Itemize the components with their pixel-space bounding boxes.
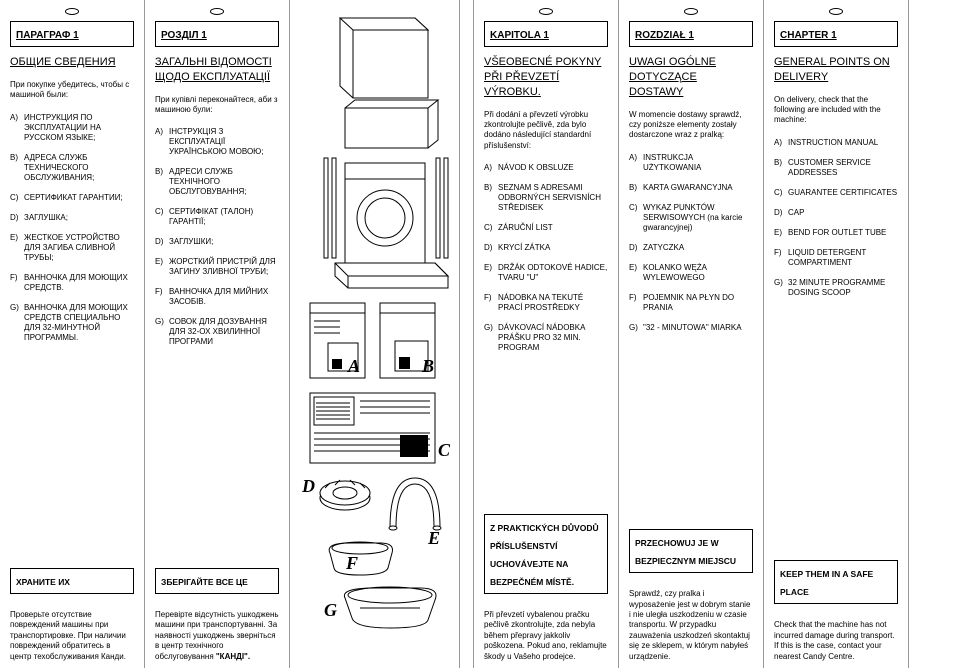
list-item: E)ЖЕСТКОЕ УСТРОЙСТВО ДЛЯ ЗАГИБА СЛИВНОЙ … [10,233,134,263]
section-heading: ОБЩИЕ СВЕДЕНИЯ [10,55,134,70]
intro-text: On delivery, check that the following ar… [774,95,898,126]
list-item: A)ИНСТРУКЦИЯ ПО ЭКСПЛУАТАЦИИ НА РУССКОМ … [10,113,134,143]
list-item: D)ЗАГЛУШКА; [10,213,134,223]
list-item: B)АДРЕСА СЛУЖБ ТЕХНИЧЕСКОГО ОБСЛУЖИВАНИЯ… [10,153,134,183]
list-item: A)INSTRUCTION MANUAL [774,138,898,148]
list-item: B)SEZNAM S ADRESAMI ODBORNÝCH SERVISNÍCH… [484,183,608,213]
intro-text: При покупке убедитесь, чтобы с машиной б… [10,80,134,101]
column-ru: ПАРАГРАФ 1 ОБЩИЕ СВЕДЕНИЯ При покупке уб… [0,0,145,668]
list-item: B)АДРЕСИ СЛУЖБ ТЕХНІЧНОГО ОБСЛУГОВУВАННЯ… [155,167,279,197]
chapter-box: KAPITOLA 1 [484,21,608,47]
section-heading: UWAGI OGÓLNE DOTYCZĄCE DOSTAWY [629,55,753,100]
diagram-label-f: F [346,553,358,574]
chapter-box: РОЗДІЛ 1 [155,21,279,47]
diagram-svg [300,8,450,648]
page-hole-icon [65,8,79,15]
section-heading: ЗАГАЛЬНІ ВІДОМОСТІ ЩОДО ЕКСПЛУАТАЦІЇ [155,55,279,85]
list-item: D)KRYCÍ ZÁTKA [484,243,608,253]
list-item: F)ВАННОЧКА ДЛЯ МИЙНИХ ЗАСОБІВ. [155,287,279,307]
list-item: D)ЗАГЛУШКИ; [155,237,279,247]
keep-box: ЗБЕРІГАЙТЕ ВСЕ ЦЕ [155,568,279,594]
footer-text: Проверьте отсутствие повреждений машины … [10,610,134,662]
item-list: A)ИНСТРУКЦИЯ ПО ЭКСПЛУАТАЦИИ НА РУССКОМ … [10,113,134,568]
list-item: F)NÁDOBKA NA TEKUTÉ PRACÍ PROSTŘEDKY [484,293,608,313]
item-list: A)ІНСТРУКЦІЯ З ЕКСПЛУАТАЦІЇ УКРАЇНСЬКОЮ … [155,127,279,568]
intro-text: Při dodání a převzetí výrobku zkontroluj… [484,110,608,152]
list-item: E)KOLANKO WĘŻA WYLEWOWEGO [629,263,753,283]
column-uk: РОЗДІЛ 1 ЗАГАЛЬНІ ВІДОМОСТІ ЩОДО ЕКСПЛУА… [145,0,290,668]
list-item: G)"32 - MINUTOWA" MIARKA [629,323,753,333]
list-item: F)POJEMNIK NA PŁYN DO PRANIA [629,293,753,313]
list-item: A)ІНСТРУКЦІЯ З ЕКСПЛУАТАЦІЇ УКРАЇНСЬКОЮ … [155,127,279,157]
page-hole-icon [684,8,698,15]
list-item: F)LIQUID DETERGENT COMPARTIMENT [774,248,898,268]
list-item: E)ЖОРСТКИЙ ПРИСТРІЙ ДЛЯ ЗАГИНУ ЗЛИВНОЇ Т… [155,257,279,277]
list-item: C)GUARANTEE CERTIFICATES [774,188,898,198]
list-item: A)INSTRUKCJA UŻYTKOWANIA [629,153,753,173]
list-item: A)NÁVOD K OBSLUZE [484,163,608,173]
list-item: D)CAP [774,208,898,218]
diagram-label-g: G [324,600,337,621]
intro-text: При купівлі переконайтеся, аби з машиною… [155,95,279,116]
chapter-box: ПАРАГРАФ 1 [10,21,134,47]
section-heading: GENERAL POINTS ON DELIVERY [774,55,898,85]
page-hole-icon [539,8,553,15]
keep-label: ЗБЕРІГАЙТЕ ВСЕ ЦЕ [161,577,248,587]
chapter-box: CHAPTER 1 [774,21,898,47]
chapter-label: KAPITOLA 1 [490,30,549,41]
item-list: A)INSTRUKCJA UŻYTKOWANIA B)KARTA GWARANC… [629,153,753,530]
keep-label: PRZECHOWUJ JE W BEZPIECZNYM MIEJSCU [635,538,736,566]
chapter-box: ROZDZIAŁ 1 [629,21,753,47]
column-diagram: A B C D E F G [290,0,460,668]
chapter-label: CHAPTER 1 [780,30,837,41]
list-item: E)BEND FOR OUTLET TUBE [774,228,898,238]
list-item: C)ZÁRUČNÍ LIST [484,223,608,233]
keep-box: PRZECHOWUJ JE W BEZPIECZNYM MIEJSCU [629,529,753,573]
accessory-diagram: A B C D E F G [300,8,450,653]
list-item: C)WYKAZ PUNKTÓW SERWISOWYCH (na karcie g… [629,203,753,233]
list-item: F)ВАННОЧКА ДЛЯ МОЮЩИХ СРЕДСТВ. [10,273,134,293]
keep-box: KEEP THEM IN A SAFE PLACE [774,560,898,604]
list-item: C)СЕРТИФІКАТ (ТАЛОН) ГАРАНТІЇ; [155,207,279,227]
diagram-label-c: C [438,440,450,461]
column-en: CHAPTER 1 GENERAL POINTS ON DELIVERY On … [764,0,909,668]
list-item: G)СОВОК ДЛЯ ДОЗУВАННЯ ДЛЯ 32-ОХ ХВИЛИННО… [155,317,279,347]
list-item: B)KARTA GWARANCYJNA [629,183,753,193]
diagram-label-b: B [422,356,434,377]
chapter-label: ROZDZIAŁ 1 [635,30,694,41]
diagram-label-e: E [428,528,440,549]
list-item: G)32 MINUTE PROGRAMME DOSING SCOOP [774,278,898,298]
page-hole-icon [829,8,843,15]
diagram-label-d: D [302,476,315,497]
page-hole-icon [210,8,224,15]
intro-text: W momencie dostawy sprawdź, czy poniższe… [629,110,753,141]
item-list: A)NÁVOD K OBSLUZE B)SEZNAM S ADRESAMI OD… [484,163,608,514]
keep-box: Z PRAKTICKÝCH DŮVODŮ PŘÍSLUŠENSTVÍ UCHOV… [484,514,608,594]
keep-label: Z PRAKTICKÝCH DŮVODŮ PŘÍSLUŠENSTVÍ UCHOV… [490,523,599,587]
keep-box: ХРАНИТЕ ИХ [10,568,134,594]
footer-text: Při převzetí vybalenou pračku pečlivě zk… [484,610,608,662]
list-item: G)DÁVKOVACÍ NÁDOBKA PRÁŠKU PRO 32 MIN. P… [484,323,608,353]
footer-text: Check that the machine has not incurred … [774,620,898,662]
gutter [460,0,474,668]
chapter-label: РОЗДІЛ 1 [161,30,207,41]
list-item: E)DRŽÁK ODTOKOVÉ HADICE, TVARU "U" [484,263,608,283]
diagram-label-a: A [348,356,360,377]
section-heading: VŠEOBECNÉ POKYNY PŘI PŘEVZETÍ VÝROBKU. [484,55,608,100]
list-item: G)ВАННОЧКА ДЛЯ МОЮЩИХ СРЕДСТВ СПЕЦИАЛЬНО… [10,303,134,343]
keep-label: KEEP THEM IN A SAFE PLACE [780,569,873,597]
footer-text: Перевірте відсутність ушкоджень машини п… [155,610,279,662]
keep-label: ХРАНИТЕ ИХ [16,577,70,587]
list-item: B)CUSTOMER SERVICE ADDRESSES [774,158,898,178]
chapter-label: ПАРАГРАФ 1 [16,30,79,41]
column-pl: ROZDZIAŁ 1 UWAGI OGÓLNE DOTYCZĄCE DOSTAW… [619,0,764,668]
item-list: A)INSTRUCTION MANUAL B)CUSTOMER SERVICE … [774,138,898,561]
list-item: C)СЕРТИФИКАТ ГАРАНТИИ; [10,193,134,203]
column-cs: KAPITOLA 1 VŠEOBECNÉ POKYNY PŘI PŘEVZETÍ… [474,0,619,668]
list-item: D)ZATYCZKA [629,243,753,253]
footer-text: Sprawdź, czy pralka i wyposażenie jest w… [629,589,753,662]
